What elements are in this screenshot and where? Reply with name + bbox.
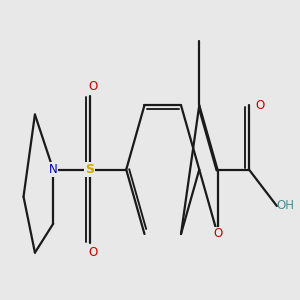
Text: OH: OH xyxy=(277,200,295,212)
Text: O: O xyxy=(213,227,222,241)
Text: O: O xyxy=(88,80,97,93)
Text: N: N xyxy=(49,163,58,176)
Text: S: S xyxy=(85,163,94,176)
Text: O: O xyxy=(255,99,264,112)
Text: O: O xyxy=(88,246,97,259)
